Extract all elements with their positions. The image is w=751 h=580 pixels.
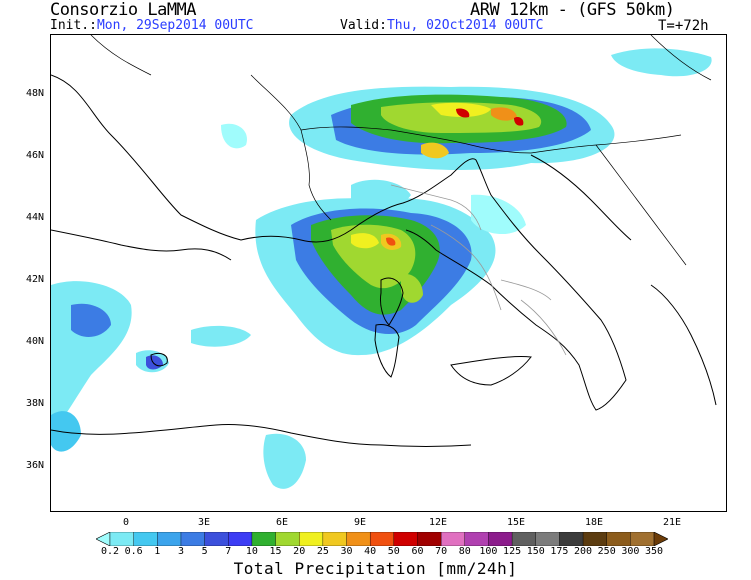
lon-label-15e: 15E xyxy=(506,517,526,528)
colorbar-swatch xyxy=(251,532,277,546)
colorbar-swatch xyxy=(204,532,229,546)
borders xyxy=(90,35,712,266)
colorbar-level-label: 5 xyxy=(201,546,208,557)
valid-value: Thu, 02Oct2014 00UTC xyxy=(386,18,544,33)
lat-label-44n: 44N xyxy=(26,212,45,223)
init-time: Init.:Mon, 29Sep2014 00UTC xyxy=(50,18,254,33)
colorbar-swatch xyxy=(346,532,371,546)
lat-label-36n: 36N xyxy=(26,460,45,471)
lon-label-0: 0 xyxy=(122,517,130,528)
lat-label-42n: 42N xyxy=(26,274,45,285)
colorbar-swatch xyxy=(582,532,608,546)
colorbar-swatch xyxy=(511,532,537,546)
lat-label-38n: 38N xyxy=(26,398,45,409)
colorbar-swatch xyxy=(157,532,182,546)
map-canvas xyxy=(51,35,717,489)
valid-time: Valid:Thu, 02Oct2014 00UTC xyxy=(340,18,544,33)
lon-label-9e: 9E xyxy=(353,517,367,528)
lat-label-46n: 46N xyxy=(26,150,45,161)
colorbar-swatch xyxy=(606,532,631,546)
colorbar-level-label: 125 xyxy=(503,546,522,557)
lon-label-6e: 6E xyxy=(275,517,289,528)
colorbar-swatch xyxy=(417,532,442,546)
colorbar-level-label: 25 xyxy=(316,546,329,557)
colorbar-level-label: 60 xyxy=(411,546,424,557)
colorbar-level-label: 80 xyxy=(458,546,471,557)
colorbar-min-arrow xyxy=(96,532,111,546)
colorbar-level-label: 30 xyxy=(340,546,353,557)
regional-borders xyxy=(390,184,567,356)
colorbar-swatch xyxy=(559,532,584,546)
colorbar-level-label: 40 xyxy=(364,546,377,557)
colorbar-level-label: 100 xyxy=(479,546,498,557)
precipitation-map xyxy=(50,34,727,512)
colorbar-swatch xyxy=(464,532,489,546)
colorbar-level-label: 250 xyxy=(597,546,616,557)
lat-label-48n: 48N xyxy=(26,88,45,99)
colorbar-swatch xyxy=(488,532,513,546)
colorbar-max-arrow xyxy=(653,532,668,546)
colorbar-swatch xyxy=(133,532,158,546)
colorbar-swatch xyxy=(535,532,560,546)
lon-label-3e: 3E xyxy=(197,517,211,528)
colorbar-swatch xyxy=(322,532,348,546)
colorbar-title: Total Precipitation [mm/24h] xyxy=(233,559,518,578)
colorbar-level-label: 1 xyxy=(154,546,161,557)
colorbar-level-label: 3 xyxy=(177,546,184,557)
colorbar-level-label: 0.2 xyxy=(100,546,120,557)
colorbar-swatch xyxy=(369,532,395,546)
precip-colorbar xyxy=(96,532,668,546)
lon-label-12e: 12E xyxy=(428,517,448,528)
colorbar-level-label: 10 xyxy=(245,546,258,557)
timestep-label: T=+72h xyxy=(658,18,709,34)
colorbar-swatch xyxy=(228,532,253,546)
lat-label-40n: 40N xyxy=(26,336,45,347)
colorbar-swatch xyxy=(393,532,418,546)
init-label: Init.: xyxy=(50,18,97,33)
lon-label-21e: 21E xyxy=(662,517,682,528)
colorbar-swatch xyxy=(440,532,466,546)
colorbar-swatch xyxy=(630,532,655,546)
colorbar-level-label: 70 xyxy=(435,546,448,557)
colorbar-level-label: 20 xyxy=(293,546,306,557)
model-title: ARW 12km - (GFS 50km) xyxy=(470,0,675,20)
coastlines xyxy=(51,74,717,447)
colorbar-level-label: 300 xyxy=(621,546,640,557)
init-value: Mon, 29Sep2014 00UTC xyxy=(96,18,254,33)
colorbar-level-label: 350 xyxy=(644,546,664,557)
colorbar-level-label: 150 xyxy=(526,546,545,557)
precip-field xyxy=(51,48,712,489)
colorbar-level-label: 0.6 xyxy=(124,546,143,557)
colorbar-level-label: 175 xyxy=(550,546,569,557)
colorbar-level-label: 50 xyxy=(387,546,400,557)
brand-title: Consorzio LaMMA xyxy=(50,0,197,20)
colorbar-swatch xyxy=(275,532,300,546)
colorbar-swatch xyxy=(299,532,324,546)
valid-label: Valid: xyxy=(340,18,387,33)
colorbar-swatch xyxy=(109,532,135,546)
lon-label-18e: 18E xyxy=(584,517,604,528)
colorbar-swatch xyxy=(180,532,206,546)
colorbar-level-label: 7 xyxy=(225,546,232,557)
colorbar-level-label: 200 xyxy=(574,546,593,557)
colorbar-level-label: 15 xyxy=(269,546,282,557)
